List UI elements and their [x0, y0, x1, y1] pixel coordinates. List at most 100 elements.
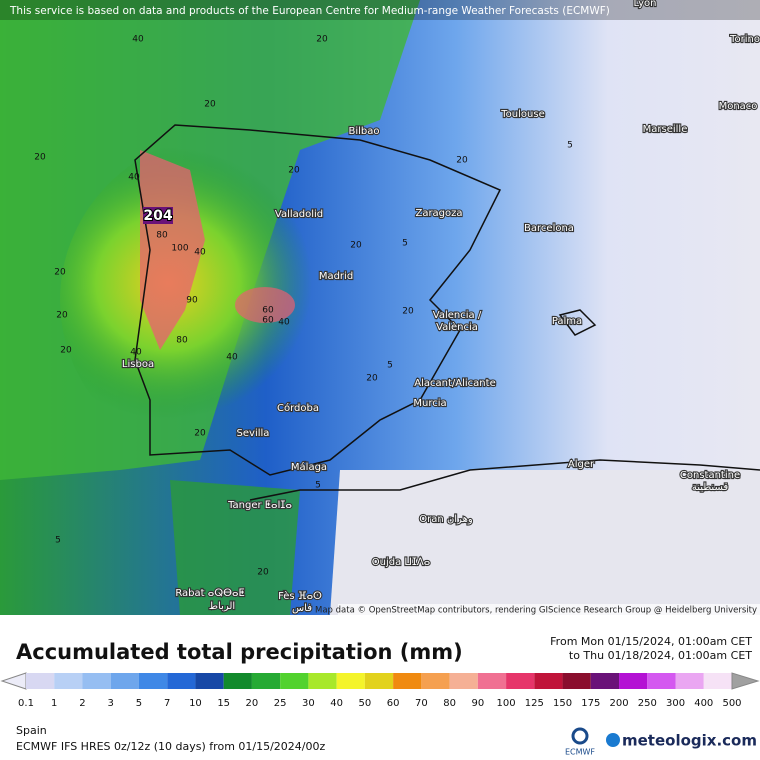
contour-label: 40	[128, 173, 140, 183]
city-label: قسنطينة	[692, 482, 729, 493]
colorbar-tick: 500	[722, 698, 741, 709]
colorbar-swatch	[195, 673, 224, 689]
colorbar-tick: 300	[666, 698, 685, 709]
colorbar-swatch	[280, 673, 309, 689]
city-label: Palma	[552, 316, 582, 327]
contour-label: 20	[366, 374, 378, 384]
contour-label: 20	[34, 153, 46, 163]
colorbar-tick: 250	[638, 698, 657, 709]
attribution-bar	[0, 0, 760, 20]
contour-label: 100	[171, 244, 188, 254]
colorbar-tick: 3	[108, 698, 114, 709]
region: Spain	[16, 724, 47, 737]
contour-label: 20	[60, 346, 72, 356]
city-label: Toulouse	[500, 109, 544, 120]
colorbar-swatch	[534, 673, 563, 689]
colorbar-swatch	[675, 673, 704, 689]
colorbar-tick: 10	[189, 698, 202, 709]
colorbar-swatch	[703, 673, 732, 689]
colorbar-tick: 200	[609, 698, 628, 709]
colorbar-tick: 175	[581, 698, 600, 709]
attribution: This service is based on data and produc…	[9, 5, 610, 17]
map-credit: Map data © OpenStreetMap contributors, r…	[315, 606, 757, 616]
coastline	[134, 124, 502, 476]
colorbar-swatch	[562, 673, 591, 689]
colorbar-swatch	[308, 673, 337, 689]
colorbar-tick: 20	[246, 698, 259, 709]
city-label: Rabat ⴰⵕⴱⴰⵟ	[175, 588, 244, 599]
colorbar-swatch	[336, 673, 365, 689]
contour-label: 40	[278, 318, 290, 328]
brand[interactable]: meteologix.com	[622, 732, 757, 750]
colorbar-tick: 1	[51, 698, 57, 709]
contour-label: 5	[315, 481, 321, 491]
contour-label: 40	[194, 248, 206, 258]
city-label: Monaco	[719, 101, 758, 112]
contour-label: 40	[130, 348, 142, 358]
contour-label: 60	[262, 306, 274, 316]
colorbar-tick: 40	[330, 698, 343, 709]
contour-label: 20	[257, 568, 269, 578]
contour-label: 40	[226, 353, 238, 363]
contour-label: 20	[288, 166, 300, 176]
credit-bg	[338, 604, 760, 616]
city-label: Córdoba	[277, 402, 319, 414]
city-label: Málaga	[291, 461, 327, 473]
precip-field	[235, 287, 295, 323]
colorbar-tick: 125	[525, 698, 544, 709]
city-label: Zaragoza	[415, 208, 462, 219]
contour-label: 20	[316, 35, 328, 45]
contour-label: 90	[186, 296, 198, 306]
colorbar-tick: 0.1	[18, 698, 34, 709]
contour-label: 20	[350, 241, 362, 251]
colorbar-low	[0, 672, 27, 690]
colorbar-swatch	[619, 673, 648, 689]
colorbar-tick: 60	[387, 698, 400, 709]
city-label: Madrid	[319, 271, 353, 282]
city-label: Barcelona	[524, 223, 574, 234]
period-from: From Mon 01/15/2024, 01:00am CET	[550, 635, 752, 648]
colorbar-swatch	[167, 673, 196, 689]
colorbar-high	[731, 672, 760, 690]
city-label: Oran وهران	[419, 514, 473, 525]
city-label: Murcia	[413, 398, 446, 409]
city-label: Valencia /	[433, 310, 482, 321]
colorbar-tick: 5	[136, 698, 142, 709]
ecmwf-logo	[571, 727, 589, 745]
colorbar-swatch	[138, 673, 168, 689]
colorbar-tick: 100	[497, 698, 516, 709]
city-label: València	[436, 321, 478, 333]
city-label: Alacant/Alicante	[414, 378, 495, 389]
map	[0, 0, 760, 615]
contour-label: 20	[402, 307, 414, 317]
contour-label: 80	[176, 336, 188, 346]
city-label: Lyon	[633, 0, 656, 9]
city-label: Bilbao	[348, 126, 379, 137]
colorbar-swatch	[82, 673, 111, 689]
contour-label: 20	[194, 429, 206, 439]
city-label: Torino	[729, 34, 760, 45]
contour-label: 20	[456, 156, 468, 166]
colorbar-tick: 90	[471, 698, 484, 709]
colorbar-tick: 30	[302, 698, 315, 709]
colorbar-swatch	[477, 673, 507, 689]
period-to: to Thu 01/18/2024, 01:00am CET	[569, 649, 752, 662]
city-label: Constantine	[680, 470, 740, 481]
contour-label: 5	[402, 239, 408, 249]
colorbar-tick: 400	[694, 698, 713, 709]
colorbar-tick: 80	[443, 698, 456, 709]
colorbar-tick: 150	[553, 698, 572, 709]
contour-label: 80	[156, 231, 168, 241]
colorbar-swatch	[590, 673, 620, 689]
precip-field	[330, 470, 760, 615]
colorbar-tick: 2	[79, 698, 85, 709]
colorbar-swatch	[449, 673, 478, 689]
colorbar-swatch	[54, 673, 83, 689]
contour-label: 5	[567, 141, 573, 151]
contour-label: 20	[54, 268, 66, 278]
city-label: الرباط	[209, 601, 235, 612]
colorbar-tick: 70	[415, 698, 428, 709]
colorbar-tick: 25	[274, 698, 287, 709]
colorbar-swatch	[506, 673, 535, 689]
